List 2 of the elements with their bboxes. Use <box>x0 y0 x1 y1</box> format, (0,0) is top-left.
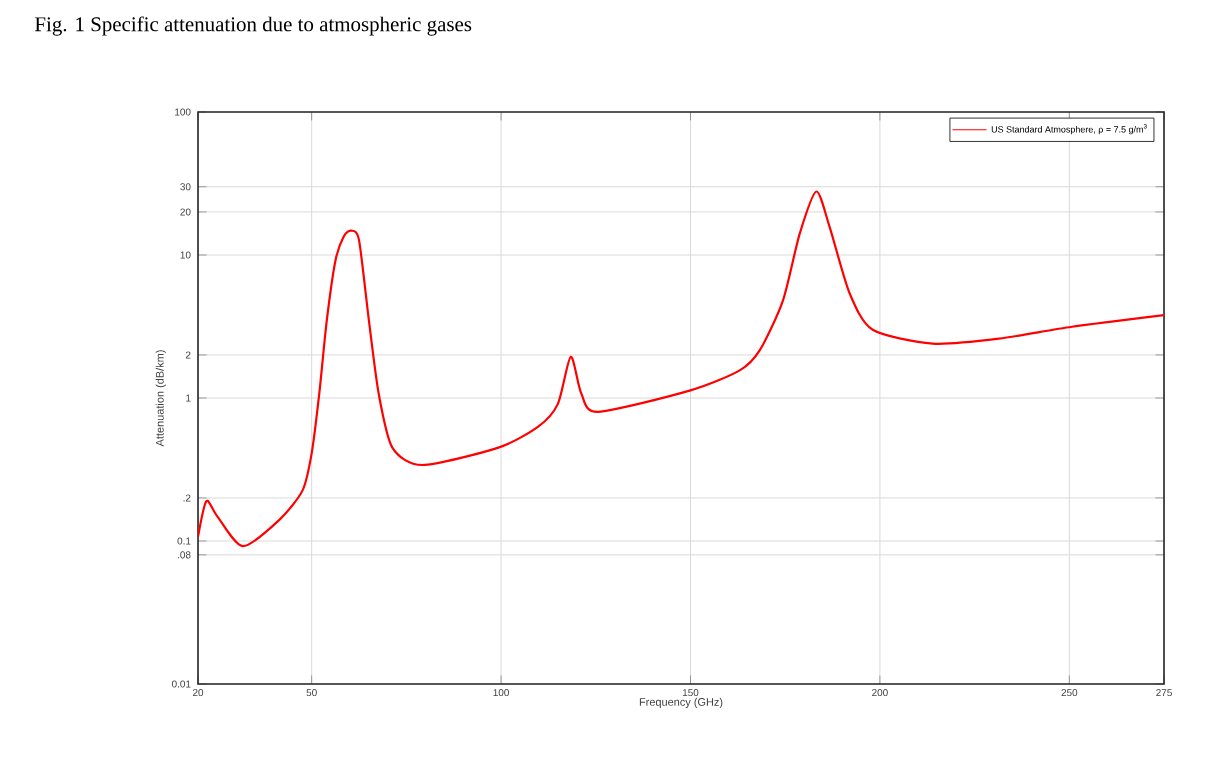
line-series <box>198 190 1165 548</box>
chart-title: Fig. 1 Specific attenuation due to atmospheric gases <box>35 16 472 36</box>
